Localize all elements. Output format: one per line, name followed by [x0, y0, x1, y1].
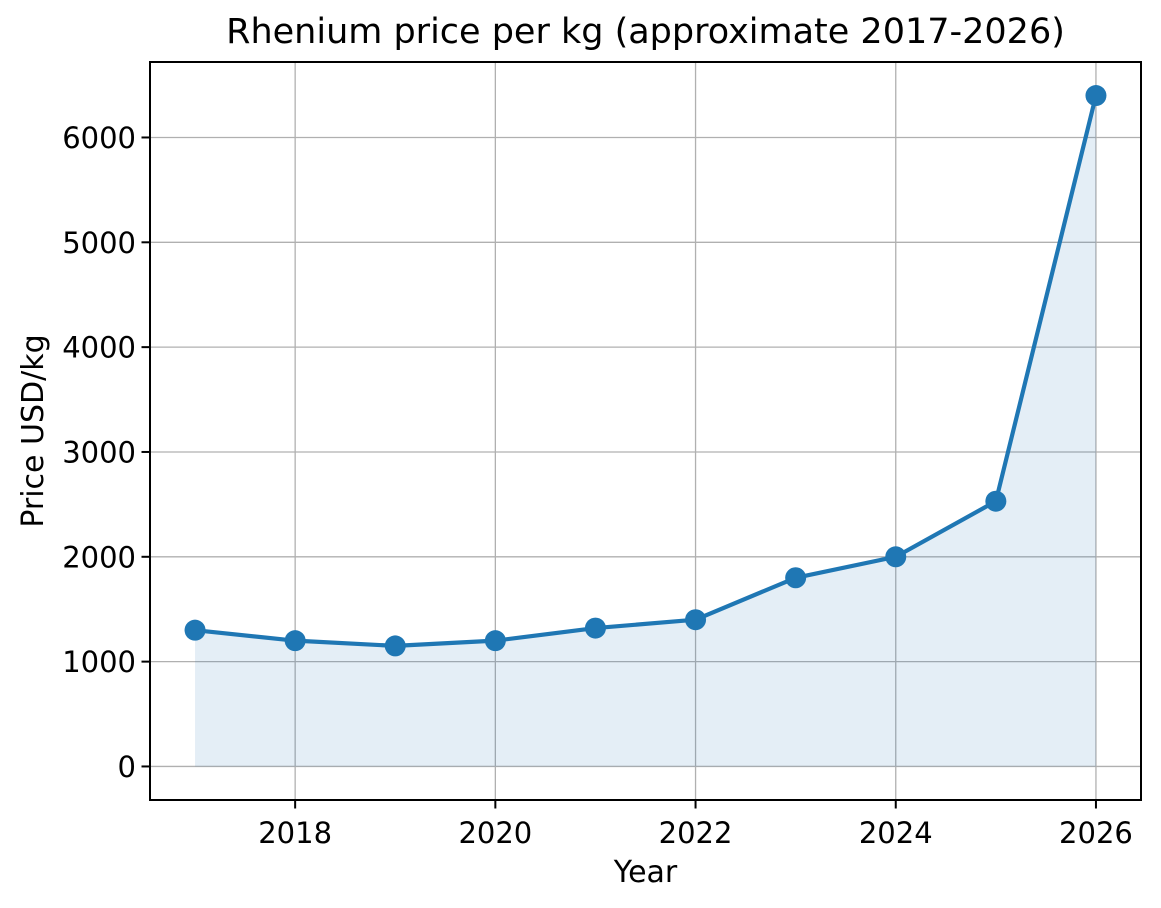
- y-axis-title: Price USD/kg: [16, 334, 51, 527]
- price-line: [192, 93, 1099, 649]
- data-point-2022: [685, 609, 707, 631]
- y-tick-label: 4000: [62, 331, 136, 365]
- x-tick-label: 2020: [458, 816, 532, 850]
- area-fill: [195, 95, 1096, 767]
- data-point-2026: [1085, 85, 1107, 107]
- x-tick-label: 2024: [859, 816, 933, 850]
- data-point-2023: [785, 567, 807, 589]
- plot-border: [149, 61, 1142, 801]
- y-tick-label: 2000: [62, 540, 136, 574]
- series-layer: [184, 85, 1107, 657]
- y-tick-label: 0: [118, 750, 136, 784]
- x-tick-label: 2018: [258, 816, 332, 850]
- data-point-2024: [885, 546, 907, 568]
- data-point-2020: [484, 630, 506, 652]
- y-tick-label: 1000: [62, 645, 136, 679]
- data-point-2021: [584, 617, 606, 639]
- data-point-2019: [384, 635, 406, 657]
- grid-layer: [150, 62, 1141, 800]
- x-tick-label: 2022: [659, 816, 733, 850]
- chart-title: Rhenium price per kg (approximate 2017-2…: [226, 12, 1065, 52]
- data-point-2018: [284, 630, 306, 652]
- y-tick-label: 5000: [62, 226, 136, 260]
- y-tick-label: 3000: [62, 435, 136, 469]
- y-tick-label: 6000: [62, 121, 136, 155]
- data-point-2017: [184, 619, 206, 641]
- data-point-2025: [985, 490, 1007, 512]
- axis-layer: 2018 2020 2022 2024 2026 0 1000 2000 3000 4000 500…: [62, 121, 1133, 850]
- x-tick-label: 2026: [1059, 816, 1133, 850]
- x-axis-title: Year: [613, 855, 678, 890]
- area-layer: [195, 95, 1096, 767]
